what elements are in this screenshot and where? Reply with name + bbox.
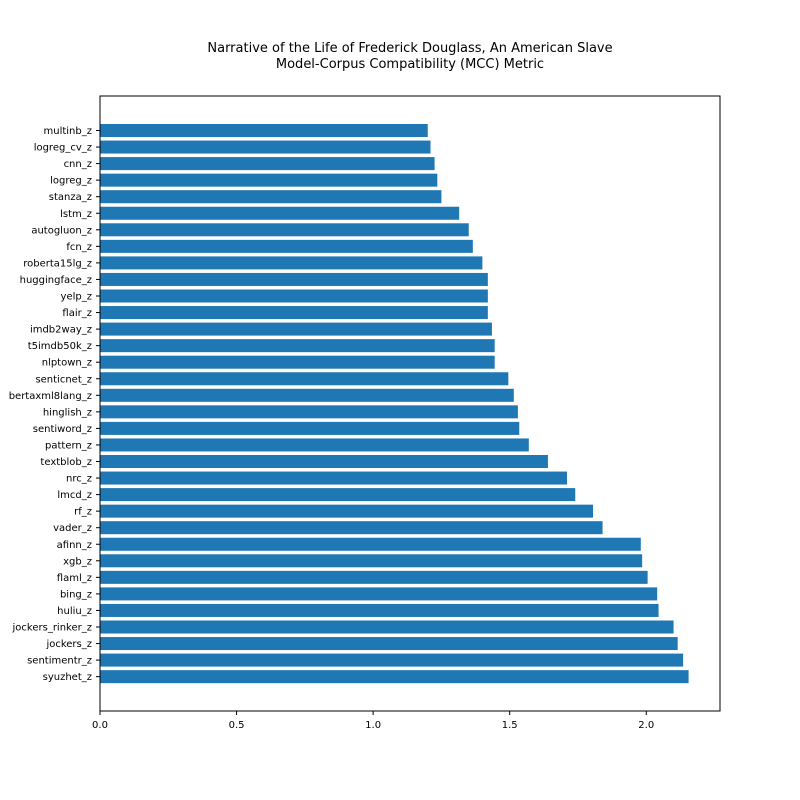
bar-afinn_z xyxy=(100,537,641,551)
bar-huliu_z xyxy=(100,603,659,617)
bar-imdb2way_z xyxy=(100,322,492,336)
y-tick-label: senticnet_z xyxy=(35,374,92,385)
y-tick-label: huliu_z xyxy=(57,606,92,617)
bar-hinglish_z xyxy=(100,405,518,419)
bar-nrc_z xyxy=(100,471,568,485)
bar-t5imdb50k_z xyxy=(100,339,495,353)
y-tick-label: flair_z xyxy=(62,308,92,319)
bar-sentiword_z xyxy=(100,421,520,435)
bar-flair_z xyxy=(100,306,488,320)
bar-syuzhet_z xyxy=(100,670,689,684)
y-tick-label: cnn_z xyxy=(64,159,92,170)
y-tick-label: fcn_z xyxy=(66,242,92,253)
y-tick-label: jockers_rinker_z xyxy=(12,623,92,634)
y-tick-label: vader_z xyxy=(53,523,92,534)
bar-logreg_z xyxy=(100,173,438,187)
bar-pattern_z xyxy=(100,438,529,452)
y-tick-label: sentiword_z xyxy=(33,424,92,435)
bar-bing_z xyxy=(100,587,658,601)
y-tick-label: multinb_z xyxy=(44,126,93,137)
chart-title-line-1: Narrative of the Life of Frederick Dougl… xyxy=(207,41,612,56)
y-axis-ticks: multinb_z logreg_cv_z cnn_z logreg_z stanza_… xyxy=(9,126,100,683)
y-tick-label: rf_z xyxy=(74,507,92,518)
bar-senticnet_z xyxy=(100,372,509,386)
y-tick-label: hinglish_z xyxy=(43,407,92,418)
y-tick-label: afinn_z xyxy=(57,540,92,551)
bars-group xyxy=(100,124,689,684)
x-tick-label: 1.0 xyxy=(365,720,381,731)
y-tick-label: pattern_z xyxy=(45,440,92,451)
bar-lmcd_z xyxy=(100,488,576,502)
bar-lstm_z xyxy=(100,206,460,220)
y-tick-label: flaml_z xyxy=(57,573,92,584)
y-tick-label: huggingface_z xyxy=(20,275,92,286)
x-axis-ticks: 0.0 0.5 1.0 1.5 2.0 xyxy=(92,711,654,731)
x-tick-label: 2.0 xyxy=(638,720,654,731)
x-tick-label: 1.5 xyxy=(502,720,518,731)
y-tick-label: sentimentr_z xyxy=(27,656,92,667)
y-tick-label: autogluon_z xyxy=(31,225,92,236)
y-tick-label: bing_z xyxy=(60,589,92,600)
bar-rf_z xyxy=(100,504,593,518)
bar-yelp_z xyxy=(100,289,488,303)
bar-textblob_z xyxy=(100,455,548,468)
y-tick-label: bertaxml8lang_z xyxy=(9,391,92,402)
x-tick-label: 0.5 xyxy=(229,720,245,731)
bar-sentimentr_z xyxy=(100,653,684,667)
bar-roberta15lg_z xyxy=(100,256,483,270)
y-tick-label: nrc_z xyxy=(66,474,92,485)
bar-cnn_z xyxy=(100,157,435,171)
y-tick-label: yelp_z xyxy=(61,292,92,303)
y-tick-label: syuzhet_z xyxy=(43,672,92,683)
bar-flaml_z xyxy=(100,570,648,584)
y-tick-label: t5imdb50k_z xyxy=(28,341,92,352)
y-tick-label: lstm_z xyxy=(60,209,92,220)
y-tick-label: roberta15lg_z xyxy=(23,258,92,269)
bar-multinb_z xyxy=(100,124,428,137)
bar-autogluon_z xyxy=(100,223,469,237)
bar-jockers_rinker_z xyxy=(100,620,674,634)
y-tick-label: stanza_z xyxy=(49,192,92,203)
y-tick-label: imdb2way_z xyxy=(30,325,92,336)
bar-fcn_z xyxy=(100,239,473,253)
y-tick-label: lmcd_z xyxy=(57,490,92,501)
chart-title-line-2: Model-Corpus Compatibility (MCC) Metric xyxy=(276,57,544,72)
bar-stanza_z xyxy=(100,190,442,204)
x-tick-label: 0.0 xyxy=(92,720,108,731)
bar-huggingface_z xyxy=(100,272,488,286)
y-tick-label: textblob_z xyxy=(40,457,92,468)
y-tick-label: logreg_z xyxy=(50,176,92,187)
y-tick-label: xgb_z xyxy=(63,556,92,567)
bar-logreg_cv_z xyxy=(100,140,431,154)
y-tick-label: logreg_cv_z xyxy=(34,143,92,154)
bar-vader_z xyxy=(100,521,603,535)
plot-frame xyxy=(99,95,721,712)
bar-nlptown_z xyxy=(100,355,495,369)
y-tick-label: jockers_z xyxy=(45,639,92,650)
bar-bertaxml8lang_z xyxy=(100,388,514,402)
y-tick-label: nlptown_z xyxy=(42,358,92,369)
bar-xgb_z xyxy=(100,554,643,568)
bar-jockers_z xyxy=(100,637,678,651)
